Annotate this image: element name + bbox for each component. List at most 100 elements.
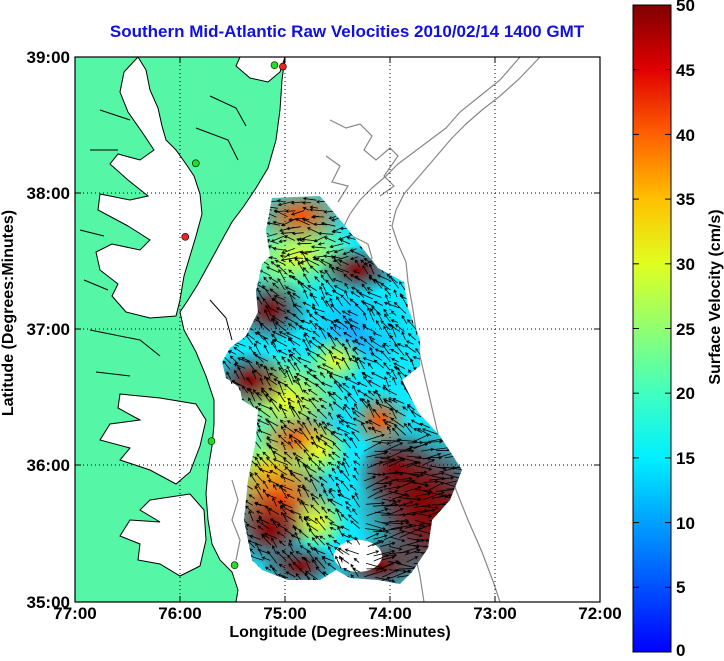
- velocity-vector: [334, 546, 344, 555]
- velocity-vector: [302, 484, 310, 498]
- velocity-vector: [302, 267, 309, 274]
- velocity-vector: [294, 257, 304, 265]
- velocity-vector: [359, 336, 366, 340]
- velocity-vector: [319, 434, 335, 443]
- velocity-vector: [289, 353, 302, 364]
- velocity-vector: [262, 480, 269, 489]
- velocity-vector: [373, 549, 396, 557]
- velocity-vector: [294, 361, 301, 372]
- velocity-vector: [333, 285, 344, 292]
- velocity-vector: [273, 209, 288, 218]
- velocity-vector: [423, 490, 449, 498]
- velocity-vector: [420, 505, 439, 510]
- velocity-vector: [297, 399, 303, 411]
- velocity-vector: [373, 359, 385, 369]
- velocity-vector: [354, 275, 367, 285]
- colorbar-tick-label: 15: [676, 449, 695, 468]
- velocity-vector: [316, 365, 328, 371]
- velocity-vector: [423, 491, 445, 501]
- velocity-vector: [321, 363, 334, 370]
- velocity-vector: [277, 500, 293, 509]
- velocity-vector: [329, 498, 343, 506]
- colorbar-tick-label: 35: [676, 190, 695, 209]
- velocity-vector: [347, 310, 358, 316]
- velocity-vector: [325, 299, 335, 313]
- velocity-vector: [382, 344, 390, 355]
- velocity-vector: [349, 484, 357, 491]
- velocity-vector: [337, 493, 351, 500]
- velocity-vector: [264, 566, 272, 571]
- velocity-vector: [431, 471, 445, 476]
- velocity-vector: [342, 406, 353, 419]
- velocity-vector: [276, 551, 287, 561]
- velocity-vector: [331, 230, 342, 234]
- velocity-vector: [226, 371, 232, 380]
- velocity-vector: [419, 422, 430, 429]
- velocity-vector: [257, 429, 272, 436]
- velocity-vector: [304, 477, 311, 483]
- velocity-vector: [344, 501, 352, 507]
- velocity-vector: [309, 319, 318, 330]
- velocity-vector: [294, 531, 301, 545]
- velocity-vector: [267, 419, 277, 434]
- velocity-vector: [320, 381, 333, 388]
- velocity-vector: [237, 357, 248, 363]
- velocity-vector: [336, 296, 343, 307]
- velocity-vector: [292, 313, 303, 323]
- y-tick-label: 35:00: [26, 593, 70, 612]
- velocity-vector: [268, 276, 279, 284]
- velocity-vector: [308, 368, 317, 373]
- velocity-vector: [344, 395, 349, 403]
- velocity-vector: [387, 425, 392, 433]
- velocity-vector: [390, 323, 397, 338]
- velocity-vector: [311, 397, 319, 403]
- velocity-vector: [370, 352, 383, 361]
- velocity-vector: [307, 542, 313, 549]
- velocity-vector: [323, 442, 334, 450]
- velocity-vector: [284, 286, 296, 292]
- velocity-vector: [318, 345, 327, 356]
- velocity-vector: [380, 541, 396, 547]
- velocity-vector: [338, 259, 349, 266]
- velocity-vector: [383, 362, 391, 371]
- velocity-vector: [270, 261, 278, 268]
- velocity-vector: [278, 239, 287, 243]
- velocity-vector: [288, 338, 301, 347]
- velocity-vector: [372, 484, 388, 491]
- velocity-vector: [354, 536, 361, 545]
- velocity-vector: [369, 339, 382, 348]
- velocity-vector: [372, 332, 383, 337]
- velocity-vector: [381, 413, 389, 418]
- velocity-vector: [402, 406, 409, 411]
- velocity-vector: [302, 389, 309, 395]
- velocity-vector: [391, 523, 413, 530]
- velocity-vector: [300, 282, 312, 292]
- velocity-vector: [264, 305, 279, 313]
- velocity-vector: [336, 482, 342, 492]
- velocity-vector: [365, 433, 385, 442]
- velocity-vector: [392, 398, 405, 404]
- velocity-vector: [267, 550, 278, 564]
- velocity-vector: [350, 286, 358, 291]
- velocity-vector: [384, 287, 392, 297]
- velocity-vector: [370, 372, 384, 380]
- velocity-vector: [319, 371, 326, 378]
- velocity-vector: [340, 525, 350, 531]
- velocity-vector: [366, 291, 382, 298]
- velocity-vector: [265, 377, 278, 386]
- velocity-vector: [353, 346, 367, 355]
- velocity-vector: [266, 473, 271, 481]
- velocity-vector: [277, 434, 289, 444]
- velocity-vector: [336, 361, 342, 370]
- velocity-vector: [256, 519, 270, 530]
- colorbar-tick-label: 10: [676, 514, 695, 533]
- velocity-vector: [325, 250, 335, 254]
- velocity-vector: [254, 354, 269, 362]
- velocity-vector: [292, 379, 301, 386]
- velocity-vector: [306, 416, 312, 426]
- velocity-vector: [329, 243, 344, 249]
- velocity-vector: [328, 473, 335, 482]
- velocity-vector: [342, 438, 351, 449]
- velocity-vector: [265, 493, 277, 499]
